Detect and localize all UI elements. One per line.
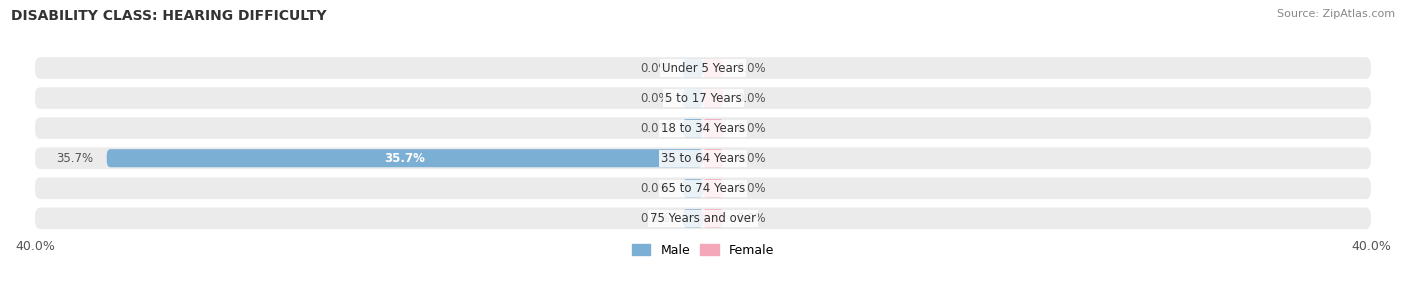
Text: 35 to 64 Years: 35 to 64 Years: [661, 152, 745, 165]
Text: 0.0%: 0.0%: [640, 182, 669, 195]
Text: 0.0%: 0.0%: [640, 122, 669, 135]
Text: 0.0%: 0.0%: [640, 212, 669, 225]
FancyBboxPatch shape: [35, 178, 1371, 199]
Text: Source: ZipAtlas.com: Source: ZipAtlas.com: [1277, 9, 1395, 19]
FancyBboxPatch shape: [683, 209, 703, 227]
Text: 0.0%: 0.0%: [737, 61, 766, 74]
Text: 18 to 34 Years: 18 to 34 Years: [661, 122, 745, 135]
Text: 65 to 74 Years: 65 to 74 Years: [661, 182, 745, 195]
FancyBboxPatch shape: [35, 87, 1371, 109]
Text: 0.0%: 0.0%: [737, 182, 766, 195]
FancyBboxPatch shape: [35, 147, 1371, 169]
Text: 0.0%: 0.0%: [640, 92, 669, 105]
FancyBboxPatch shape: [35, 208, 1371, 229]
FancyBboxPatch shape: [683, 119, 703, 137]
FancyBboxPatch shape: [703, 119, 723, 137]
FancyBboxPatch shape: [683, 89, 703, 107]
Text: DISABILITY CLASS: HEARING DIFFICULTY: DISABILITY CLASS: HEARING DIFFICULTY: [11, 9, 326, 23]
FancyBboxPatch shape: [703, 89, 723, 107]
FancyBboxPatch shape: [35, 117, 1371, 139]
Text: 5 to 17 Years: 5 to 17 Years: [665, 92, 741, 105]
FancyBboxPatch shape: [107, 149, 703, 167]
Text: 0.0%: 0.0%: [640, 61, 669, 74]
FancyBboxPatch shape: [683, 59, 703, 77]
FancyBboxPatch shape: [683, 179, 703, 197]
Text: 0.0%: 0.0%: [737, 92, 766, 105]
FancyBboxPatch shape: [703, 149, 723, 167]
FancyBboxPatch shape: [703, 209, 723, 227]
Text: Under 5 Years: Under 5 Years: [662, 61, 744, 74]
Text: 0.0%: 0.0%: [737, 122, 766, 135]
Text: 0.0%: 0.0%: [737, 212, 766, 225]
FancyBboxPatch shape: [35, 57, 1371, 79]
Text: 75 Years and over: 75 Years and over: [650, 212, 756, 225]
FancyBboxPatch shape: [703, 179, 723, 197]
Legend: Male, Female: Male, Female: [627, 239, 779, 262]
Text: 0.0%: 0.0%: [737, 152, 766, 165]
Text: 35.7%: 35.7%: [384, 152, 425, 165]
Text: 35.7%: 35.7%: [56, 152, 93, 165]
FancyBboxPatch shape: [703, 59, 723, 77]
